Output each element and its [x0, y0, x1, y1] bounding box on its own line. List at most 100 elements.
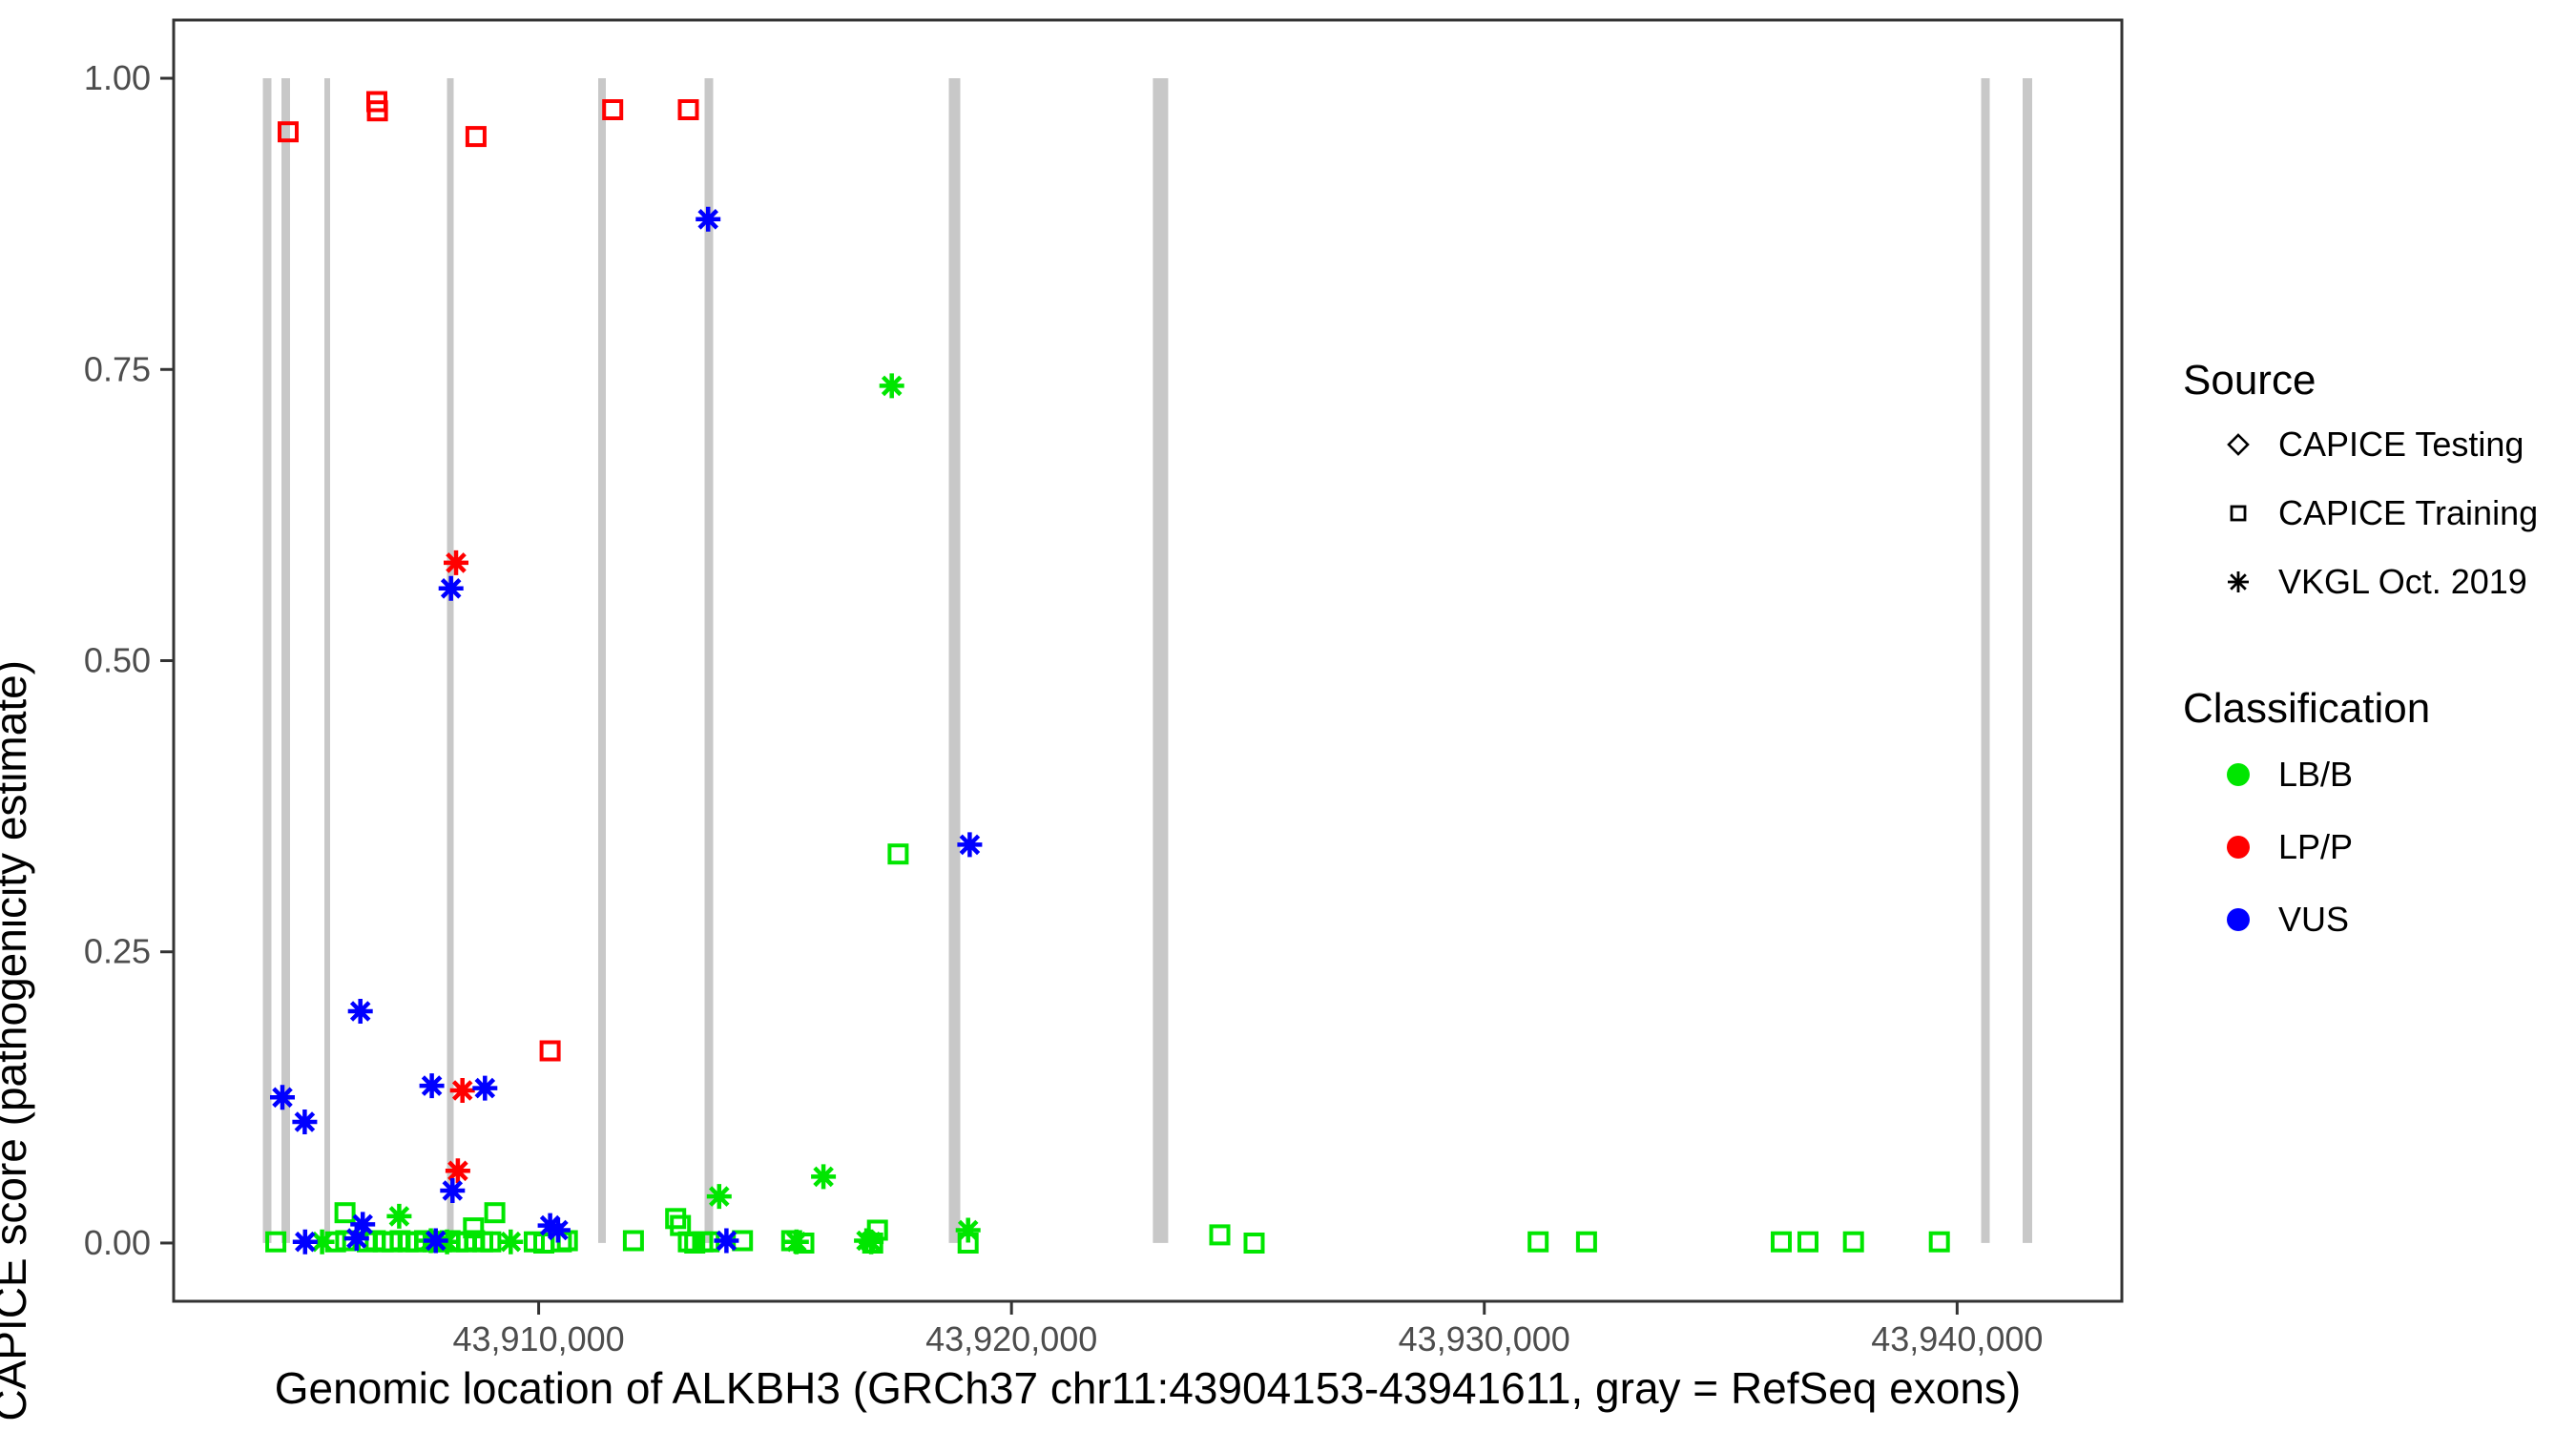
x-tick-label: 43,930,000: [1399, 1319, 1570, 1358]
y-tick-label: 0.75: [84, 349, 151, 388]
data-point-asterisk: [445, 1158, 470, 1184]
data-point-square: [1527, 1231, 1549, 1253]
legend-item-label: VKGL Oct. 2019: [2278, 562, 2527, 601]
x-tick-label: 43,910,000: [452, 1319, 624, 1358]
data-point-square: [1209, 1224, 1231, 1246]
y-tick-label: 1.00: [84, 58, 151, 97]
asterisk-icon: [2212, 569, 2265, 595]
data-point-square: [866, 1219, 888, 1241]
refseq-exon-bar: [704, 78, 714, 1243]
data-point-square: [862, 1233, 883, 1254]
data-point-square: [484, 1202, 506, 1224]
legend-item-label: LB/B: [2278, 755, 2354, 794]
data-point-square: [1575, 1231, 1597, 1253]
data-point-square: [677, 99, 699, 120]
data-point-asterisk: [270, 1085, 295, 1110]
legend-classification-title: Classification: [2183, 685, 2431, 732]
legend-item-label: VUS: [2278, 900, 2350, 939]
data-point-square: [780, 1230, 802, 1252]
legend-item-lpp: LP/P: [2183, 811, 2574, 883]
green-dot-icon: [2212, 761, 2265, 788]
data-point-asterisk: [957, 832, 983, 858]
data-point-asterisk: [859, 1229, 884, 1255]
data-point-square: [1771, 1231, 1792, 1253]
data-point-asterisk: [714, 1228, 739, 1254]
legend-item-label: LP/P: [2278, 827, 2354, 866]
data-point-square: [1243, 1233, 1265, 1254]
data-point-asterisk: [498, 1229, 524, 1255]
data-point-square: [1842, 1231, 1864, 1253]
refseq-exon-layer: [262, 78, 2032, 1243]
y-tick-label: 0.25: [84, 932, 151, 971]
data-point-asterisk: [955, 1217, 981, 1243]
legend-item-label: CAPICE Training: [2278, 493, 2539, 532]
axes-layer: 43,910,000 43,920,000 43,930,000 43,940,000…: [84, 58, 2044, 1358]
data-point-square: [793, 1233, 815, 1254]
y-axis-title-text: CAPICE score (pathogenicity estimate): [0, 660, 35, 1421]
panel-border-layer: [172, 18, 2124, 1303]
data-point-asterisk: [440, 1178, 466, 1203]
data-point-asterisk: [472, 1075, 498, 1101]
legend-item-lbb: LB/B: [2183, 738, 2574, 811]
data-point-square: [957, 1233, 979, 1254]
x-tick-label: 43,940,000: [1871, 1319, 2043, 1358]
data-point-asterisk: [292, 1110, 318, 1134]
data-point-square: [539, 1040, 561, 1062]
refseq-exon-bar: [948, 78, 961, 1243]
legend-item-capice-testing: CAPICE Testing: [2183, 410, 2574, 479]
data-point-square: [278, 121, 299, 143]
data-point-square: [265, 1231, 287, 1253]
legend-item-vkgl: VKGL Oct. 2019: [2183, 548, 2574, 616]
x-tick-label: 43,920,000: [925, 1319, 1097, 1358]
data-point-asterisk: [423, 1228, 448, 1254]
data-point-asterisk: [811, 1164, 837, 1190]
refseq-exon-bar: [2023, 78, 2032, 1243]
data-point-square: [334, 1202, 356, 1224]
y-tick-label: 0.50: [84, 641, 151, 680]
data-point-square: [622, 1230, 644, 1252]
data-point-asterisk: [309, 1229, 335, 1255]
data-point-asterisk: [350, 1212, 376, 1237]
refseq-exon-bar: [1153, 78, 1169, 1243]
data-point-asterisk: [696, 206, 721, 232]
data-point-square: [887, 843, 909, 865]
data-point-square: [602, 99, 624, 120]
legend-item-vus: VUS: [2183, 883, 2574, 956]
data-point-asterisk: [879, 373, 904, 399]
x-axis-title: Genomic location of ALKBH3 (GRCh37 chr11…: [274, 1363, 2022, 1413]
data-point-square: [1797, 1231, 1818, 1253]
data-points-layer: [265, 91, 1950, 1255]
blue-dot-icon: [2212, 906, 2265, 933]
data-point-asterisk: [292, 1229, 318, 1255]
data-point-asterisk: [438, 575, 464, 601]
data-point-asterisk: [444, 550, 468, 575]
legend-item-label: CAPICE Testing: [2278, 425, 2524, 464]
data-point-asterisk: [706, 1184, 732, 1210]
square-icon: [2212, 500, 2265, 527]
legend: Source CAPICE Testing CAPICE Training VK…: [2183, 351, 2574, 956]
data-point-asterisk: [419, 1073, 445, 1099]
data-point-asterisk: [347, 999, 373, 1024]
refseq-exon-bar: [262, 78, 272, 1243]
data-point-asterisk: [537, 1213, 563, 1238]
refseq-exon-bar: [281, 78, 290, 1243]
data-point-square: [1928, 1231, 1950, 1253]
refseq-exon-bar: [598, 78, 606, 1243]
data-point-asterisk: [449, 1078, 475, 1103]
refseq-exon-bar: [447, 78, 454, 1243]
refseq-exon-bar: [1981, 78, 1990, 1243]
data-point-asterisk: [343, 1226, 369, 1252]
legend-source-title: Source: [2183, 357, 2316, 404]
red-dot-icon: [2212, 834, 2265, 861]
data-point-square: [465, 126, 487, 148]
data-point-asterisk: [386, 1203, 412, 1229]
data-point-square: [366, 100, 388, 122]
diamond-icon: [2212, 431, 2265, 458]
data-point-asterisk: [545, 1217, 571, 1243]
y-tick-label: 0.00: [84, 1223, 151, 1262]
data-point-square: [480, 1231, 502, 1253]
legend-item-capice-training: CAPICE Training: [2183, 479, 2574, 548]
panel-border: [172, 18, 2124, 1303]
